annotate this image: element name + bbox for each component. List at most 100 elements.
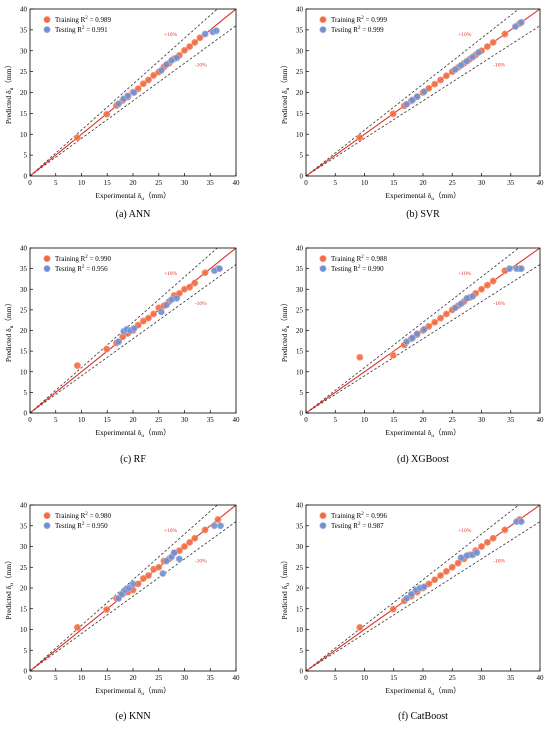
y-tick-label: 0 (24, 410, 28, 418)
training-point (191, 279, 199, 287)
lower-band-label: -10% (493, 301, 505, 307)
y-axis-label-sub: u (9, 325, 15, 328)
legend-superscript: 2 (85, 16, 88, 21)
x-tick-label: 35 (507, 416, 515, 424)
training-point (442, 72, 450, 80)
y-axis-label-sub: u (285, 325, 291, 328)
testing-point (403, 338, 411, 346)
x-axis-label-main: Experimental δ (95, 428, 141, 437)
x-axis-label-unit: （mm） (434, 428, 461, 437)
legend-value: = 0.999 (360, 26, 384, 34)
training-point (431, 576, 439, 584)
axis-ticks: 0 5 10 15 20 25 30 35 40 0 5 10 15 20 25 30 35 40 (296, 245, 544, 425)
y-tick-label: 25 (296, 564, 304, 572)
y-tick-label: 0 (300, 668, 304, 676)
training-point (489, 277, 497, 285)
x-axis-label-sub: u (141, 196, 144, 202)
x-tick-label: 0 (304, 416, 308, 424)
testing-point (408, 334, 416, 342)
axis-ticks: 0 5 10 15 20 25 30 35 40 0 5 10 15 20 25 30 35 40 (296, 502, 544, 683)
legend-label: Testing R (331, 26, 358, 34)
testing-point (420, 583, 428, 591)
testing-point (407, 590, 415, 598)
y-axis-label-unit: （mm） (280, 556, 289, 583)
training-point (356, 623, 364, 631)
testing-point (463, 57, 471, 65)
testing-point (217, 522, 225, 530)
x-tick-label: 25 (449, 416, 457, 424)
testing-point (157, 308, 165, 316)
upper-band-label: +10% (164, 271, 178, 277)
y-tick-label: 20 (20, 327, 28, 335)
upper-10pct-line (306, 9, 520, 176)
legend-marker (319, 265, 327, 273)
x-tick-label: 15 (104, 416, 112, 424)
y-tick-label: 20 (296, 327, 304, 335)
legend-superscript: 2 (82, 265, 85, 270)
y-axis-label: Predicted δu（mm） (4, 61, 15, 124)
x-tick-label: 5 (54, 179, 58, 187)
y-axis-label-sub: u (9, 583, 15, 586)
legend-label: Testing R (55, 522, 82, 530)
scatter-panel-4: +10% -10% 0 5 10 15 20 25 30 35 40 0 5 10 15 20 25 30 35 40… (280, 245, 544, 466)
x-tick-label: 5 (54, 416, 58, 424)
lower-10pct-line (306, 264, 540, 413)
training-point (73, 623, 81, 631)
training-point (103, 110, 111, 118)
x-tick-label: 0 (28, 416, 32, 424)
training-point (181, 46, 189, 54)
testing-point (469, 53, 477, 61)
y-tick-label: 5 (24, 647, 28, 655)
y-tick-label: 40 (20, 6, 28, 14)
training-point (489, 38, 497, 46)
scatter-panel-5: +10% -10% 0 5 10 15 20 25 30 35 40 0 5 10 15 20 25 30 35 40… (4, 502, 240, 723)
y-tick-label: 25 (20, 306, 28, 314)
testing-point (506, 265, 514, 273)
testing-point (463, 294, 471, 302)
training-point (214, 516, 222, 524)
testing-point (210, 522, 218, 530)
x-tick-label: 0 (28, 674, 32, 682)
x-tick-label: 20 (130, 674, 138, 682)
training-point (150, 71, 158, 79)
x-tick-label: 5 (334, 416, 338, 424)
legend-marker (43, 512, 51, 520)
training-point (155, 563, 163, 571)
training-point (431, 80, 439, 88)
training-point (150, 310, 158, 318)
y-axis-label-main: Predicted δ (4, 90, 13, 124)
training-point (144, 314, 152, 322)
training-point (139, 80, 147, 88)
testing-point (201, 30, 209, 38)
x-tick-label: 15 (390, 674, 398, 682)
x-tick-label: 40 (233, 416, 241, 424)
legend-entry: Testing R2 = 0.950 (55, 522, 108, 530)
y-axis-label-unit: （mm） (280, 299, 289, 326)
x-axis-label-sub: u (431, 433, 434, 439)
y-axis-label-unit: （mm） (280, 61, 289, 88)
x-axis-label-main: Experimental δ (385, 191, 431, 200)
testing-point (170, 549, 178, 557)
y-tick-label: 5 (24, 152, 28, 160)
testing-series (115, 265, 224, 346)
testing-point (159, 569, 167, 577)
y-tick-label: 15 (20, 110, 28, 118)
x-axis-label-unit: （mm） (144, 686, 171, 695)
lower-10pct-line (306, 521, 540, 671)
x-tick-label: 35 (207, 179, 215, 187)
testing-point (125, 584, 133, 592)
testing-point (408, 96, 416, 104)
training-point (437, 314, 445, 322)
x-tick-label: 30 (181, 674, 189, 682)
legend-entry: Training R2 = 0.989 (55, 16, 111, 24)
x-tick-label: 0 (304, 179, 308, 187)
training-point (201, 526, 209, 534)
testing-point (175, 555, 183, 563)
lower-band-label: -10% (195, 558, 207, 564)
y-axis-label: Predicted δu（mm） (4, 299, 15, 362)
training-point (186, 283, 194, 291)
y-axis-label: Predicted δu（mm） (280, 299, 291, 362)
